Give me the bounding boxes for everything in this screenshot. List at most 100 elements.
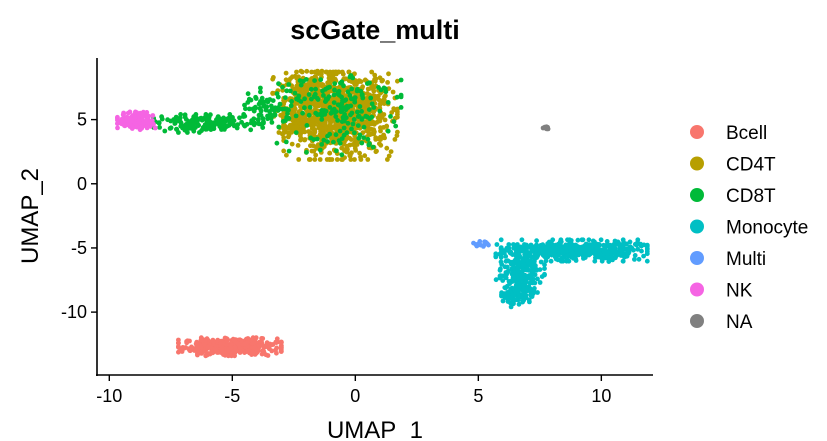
point-nk: [141, 109, 146, 115]
legend-label: CD8T: [726, 186, 776, 207]
point-monocyte: [531, 254, 536, 260]
point-cd8t: [391, 119, 397, 125]
point-cd4t: [373, 149, 379, 155]
point-cd8t: [336, 92, 342, 98]
point-monocyte: [498, 237, 504, 243]
point-bcell: [176, 344, 181, 349]
point-cd8t: [286, 82, 292, 87]
x-axis-title: UMAP_1: [327, 417, 423, 441]
point-cd8t: [340, 98, 345, 104]
point-nk: [144, 110, 150, 115]
legend-label: CD4T: [726, 155, 776, 176]
point-cd8t: [267, 97, 273, 102]
point-monocyte: [537, 280, 543, 285]
point-cd8t: [245, 91, 251, 97]
point-monocyte: [542, 253, 548, 259]
point-cd8t: [289, 99, 294, 104]
point-cd4t: [295, 143, 301, 148]
point-cd4t: [309, 69, 314, 75]
point-cd8t: [332, 87, 337, 93]
point-cd4t: [357, 150, 362, 156]
point-cd8t: [385, 100, 391, 105]
point-cd8t: [156, 120, 162, 126]
point-cd8t: [327, 131, 333, 137]
point-cd4t: [365, 127, 371, 133]
point-monocyte: [527, 280, 533, 286]
point-cd8t: [350, 75, 356, 81]
point-monocyte: [627, 239, 633, 245]
point-cd8t: [283, 95, 288, 100]
point-cd4t: [380, 77, 385, 83]
point-cd8t: [361, 124, 367, 130]
point-cd8t: [363, 113, 369, 119]
point-monocyte: [532, 272, 538, 278]
point-multi: [473, 242, 479, 247]
point-monocyte: [559, 255, 564, 261]
point-cd4t: [371, 88, 377, 94]
point-monocyte: [508, 304, 514, 310]
point-cd4t: [365, 157, 371, 162]
point-cd8t: [258, 89, 263, 95]
point-cd8t: [247, 106, 252, 112]
point-cd4t: [352, 142, 358, 148]
point-cd4t: [319, 68, 325, 74]
point-nk: [144, 116, 150, 122]
point-cd4t: [372, 72, 378, 78]
point-cd4t: [362, 153, 368, 159]
point-cd4t: [270, 76, 276, 82]
point-cd4t: [281, 148, 287, 154]
point-cd8t: [348, 112, 353, 118]
point-cd8t: [276, 124, 282, 130]
point-monocyte: [550, 237, 556, 243]
point-cd4t: [303, 82, 309, 88]
point-cd4t: [315, 68, 320, 74]
point-monocyte: [641, 253, 646, 259]
point-cd8t: [176, 118, 182, 124]
point-monocyte: [579, 237, 585, 243]
point-cd4t: [320, 126, 325, 132]
point-cd8t: [308, 86, 314, 92]
point-monocyte: [502, 264, 508, 270]
point-cd8t: [276, 105, 281, 110]
point-cd4t: [365, 86, 371, 92]
point-monocyte: [543, 258, 549, 264]
point-monocyte: [590, 238, 596, 244]
point-cd8t: [343, 115, 349, 121]
point-cd4t: [377, 141, 382, 147]
point-monocyte: [519, 292, 525, 297]
point-monocyte: [510, 262, 516, 268]
point-bcell: [218, 341, 224, 347]
point-monocyte: [562, 248, 568, 254]
point-cd4t: [296, 157, 302, 162]
point-monocyte: [526, 259, 531, 265]
point-monocyte: [574, 247, 580, 253]
point-monocyte: [512, 270, 517, 275]
point-monocyte: [586, 247, 591, 253]
point-cd4t: [298, 129, 304, 134]
point-cd4t: [311, 143, 316, 149]
point-monocyte: [493, 277, 499, 283]
point-monocyte: [582, 252, 587, 258]
point-cd4t: [389, 110, 395, 115]
point-monocyte: [644, 249, 650, 254]
point-cd4t: [347, 117, 353, 123]
point-cd8t: [313, 86, 318, 92]
point-monocyte: [591, 242, 597, 248]
point-cd8t: [367, 141, 372, 147]
point-cd4t: [283, 70, 289, 76]
point-monocyte: [545, 242, 551, 247]
point-cd8t: [293, 130, 299, 136]
point-bcell: [263, 352, 269, 358]
point-monocyte: [635, 237, 641, 243]
point-nk: [138, 124, 144, 130]
point-cd8t: [252, 120, 258, 126]
point-cd8t: [242, 102, 247, 108]
point-cd4t: [320, 83, 326, 89]
point-cd4t: [378, 137, 383, 142]
legend-item-bcell: Bcell: [690, 123, 767, 144]
legend-swatch: [690, 219, 704, 234]
point-cd4t: [290, 111, 295, 117]
point-cd4t: [283, 77, 289, 83]
point-cd8t: [355, 109, 360, 115]
